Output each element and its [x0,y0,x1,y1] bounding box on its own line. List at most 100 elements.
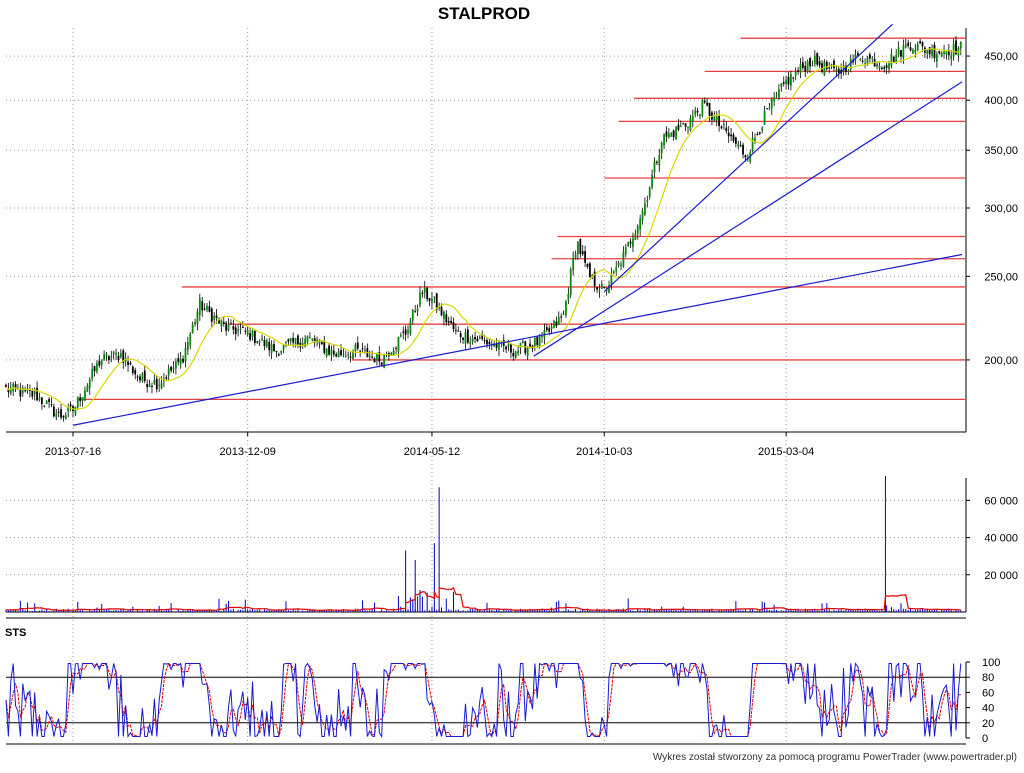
candle-body [749,152,752,162]
candle-body [629,241,632,244]
candle-body [639,218,642,230]
candle-body [399,335,402,337]
candle-body [605,290,608,292]
candle-body [93,366,96,372]
candle-body [378,352,381,362]
candle-body [950,55,953,59]
candle-body [682,123,685,125]
candle-body [821,63,823,72]
candle-body [258,341,261,343]
candle-body [794,71,797,76]
candle-body [62,415,65,418]
candle-body [696,110,699,113]
candle-body [332,350,335,355]
candle-body [454,329,457,331]
candle-body [179,358,182,365]
candle-body [533,338,536,346]
candle-body [828,67,831,69]
sts-tick-label: 60 [982,687,994,699]
candle-body [569,269,572,295]
candle-body [466,329,469,343]
volume-tick-label: 60 000 [984,495,1018,507]
candle-body [663,134,665,146]
candle-body [632,238,634,247]
candle-body [148,384,151,387]
candle-body [292,338,295,343]
candle-body [447,320,450,323]
candle-body [354,344,357,352]
candle-body [457,330,460,332]
candle-body [275,350,278,352]
candle-body [103,354,106,361]
candle-body [486,340,488,345]
candle-body [507,343,510,347]
candle-body [904,44,907,48]
candle-body [112,351,115,354]
candle-body [574,253,577,259]
candle-body [521,341,524,344]
candle-body [945,51,948,55]
candle-body [440,306,443,316]
candle-body [916,44,919,51]
candle-body [888,63,890,69]
candle-body [778,89,780,99]
candle-body [770,98,773,109]
candle-body [131,366,134,374]
candle-body [452,322,455,330]
candle-body [230,322,232,324]
candle-body [376,353,378,361]
candle-body [478,337,481,339]
candle-body [86,385,89,392]
candle-body [344,355,347,357]
candle-body [285,342,287,344]
candle-body [287,339,290,342]
candle-body [519,342,522,348]
candle-body [397,337,400,352]
candle-body [239,328,242,330]
candle-body [742,144,744,155]
candle-body [780,83,783,87]
candle-body [768,107,771,109]
price-tick-label: 400,00 [984,95,1018,107]
sts-tick-label: 20 [982,718,994,730]
candle-body [232,326,235,330]
candle-body [699,114,701,117]
candle-body [897,47,900,56]
candle-body [651,174,654,188]
candle-body [251,330,254,338]
candle-body [603,287,606,289]
candle-body [218,318,220,324]
candle-body [835,69,838,72]
date-tick-label: 2013-12-09 [220,446,276,458]
candle-body [340,350,342,356]
candle-body [244,330,247,332]
candle-body [263,339,266,347]
candle-body [526,347,529,357]
candle-body [474,336,476,340]
candle-body [667,133,670,138]
candle-body [210,308,213,322]
trend-line [72,253,963,426]
volume-tick-label: 20 000 [984,570,1018,582]
candle-body [220,320,223,327]
candle-body [675,126,677,140]
candle-body [249,333,251,340]
candle-body [483,340,486,342]
candle-body [634,233,637,241]
candle-body [684,123,687,127]
candle-body [557,317,560,325]
candle-body [952,43,955,56]
candle-body [48,399,50,403]
candle-body [69,404,72,407]
candle-body [33,391,36,395]
candle-body [368,356,371,358]
candle-body [880,67,883,69]
candle-body [885,65,888,68]
candle-body [672,130,675,138]
candle-body [825,61,828,70]
candle-body [361,348,364,350]
candle-body [471,338,474,342]
candle-body [31,390,34,397]
candle-body [801,62,804,68]
candle-body [543,330,546,338]
